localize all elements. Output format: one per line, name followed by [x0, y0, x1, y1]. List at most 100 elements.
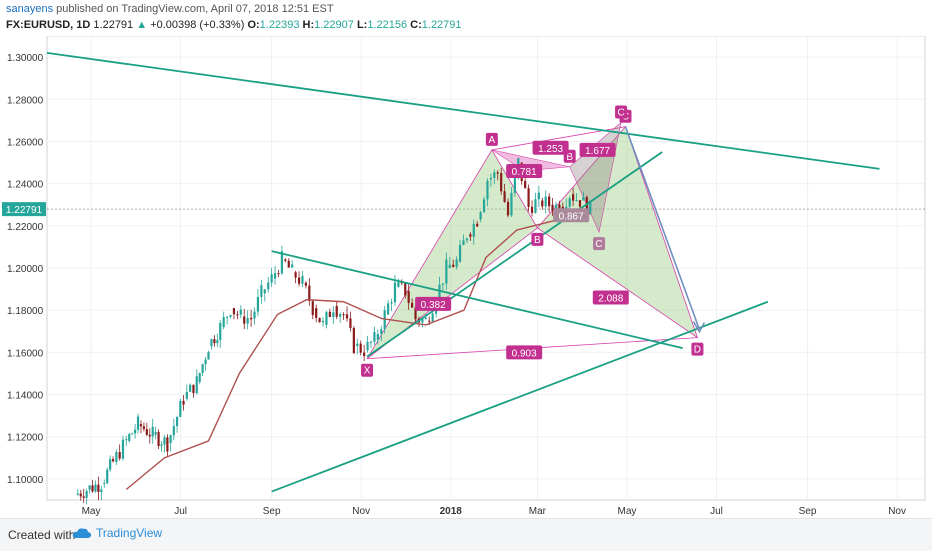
- candle-body: [472, 223, 475, 237]
- ratio-badge: [532, 140, 569, 155]
- candle-body: [476, 223, 479, 227]
- candle-body: [311, 301, 314, 316]
- candle-body: [82, 496, 85, 498]
- candle-body: [458, 244, 462, 262]
- candle-body: [575, 200, 578, 202]
- y-tick-label: 1.10000: [7, 475, 44, 486]
- candle-body: [469, 234, 472, 237]
- candle-body: [287, 260, 290, 268]
- candle-body: [118, 452, 121, 459]
- candle-body: [390, 302, 393, 304]
- candle-body: [387, 303, 390, 315]
- candle-body: [328, 311, 331, 317]
- candle-body: [332, 312, 335, 317]
- y-tick-label: 1.20000: [7, 264, 44, 275]
- candle-body: [229, 315, 232, 317]
- candle-body: [339, 314, 342, 317]
- candle-body: [414, 307, 417, 320]
- arrow-head: [692, 321, 706, 334]
- candle-body: [424, 318, 427, 320]
- published-text: published on TradingView.com, April 07, …: [53, 3, 334, 15]
- x-tick-label: Jul: [710, 506, 723, 517]
- candle-body: [486, 180, 489, 200]
- point-label-a-badge: [485, 132, 498, 146]
- candle-body: [308, 285, 311, 302]
- last-price-label: 1.22791: [6, 205, 43, 216]
- candle-body: [160, 444, 163, 447]
- candle-body: [253, 311, 256, 319]
- candle-body: [301, 275, 304, 284]
- ratio-badge: [592, 290, 629, 305]
- close-value: 1.22791: [421, 19, 462, 31]
- candle-body: [207, 352, 210, 360]
- point-label-d: D: [694, 345, 701, 356]
- y-tick-label: 1.12000: [7, 433, 44, 444]
- candle-body: [404, 283, 407, 296]
- x-tick-label: Sep: [263, 506, 281, 517]
- candle-body: [88, 485, 91, 490]
- price-chart[interactable]: 1.30000 1.28000 1.26000 1.24000 1.22000 1.200…: [0, 36, 932, 518]
- created-with-text: Created with: [8, 528, 76, 542]
- candle-body: [216, 340, 219, 344]
- candle-body: [565, 206, 568, 210]
- candle-body: [232, 308, 236, 315]
- last-price: 1.22791: [93, 19, 134, 31]
- candle-body: [352, 327, 355, 354]
- x-tick-label: Nov: [888, 506, 906, 517]
- ratio-label: 1.253: [538, 144, 563, 155]
- candle-body: [131, 433, 134, 435]
- candle-body: [243, 316, 246, 324]
- candle-body: [263, 289, 266, 294]
- ohlc-line: FX:EURUSD, 1D 1.22791 ▲ +0.00398 (+0.33%…: [6, 19, 462, 31]
- point-label-a: A: [489, 135, 496, 146]
- candle-body: [349, 318, 352, 328]
- author-link[interactable]: sanayens: [6, 3, 54, 15]
- candle-body: [568, 198, 571, 207]
- candle-body: [148, 434, 151, 437]
- candle-body: [407, 291, 410, 303]
- inner-label-c: C: [595, 239, 602, 250]
- projection-arrow: [624, 126, 701, 330]
- candle-body: [345, 314, 349, 319]
- candle-body: [363, 352, 366, 357]
- candle-body: [94, 484, 97, 492]
- candle-body: [373, 331, 376, 342]
- candle-body: [175, 417, 179, 427]
- candle-body: [548, 196, 551, 207]
- candle-body: [410, 302, 414, 308]
- tradingview-logo[interactable]: TradingView: [72, 526, 162, 540]
- candle-body: [192, 384, 195, 394]
- candle-body: [421, 318, 424, 323]
- candle-body: [578, 200, 582, 207]
- open-label: O:: [247, 19, 260, 31]
- y-tick-label: 1.26000: [7, 137, 44, 148]
- ratio-label: 0.903: [512, 348, 537, 359]
- candle-body: [325, 311, 328, 325]
- candle-body: [249, 317, 253, 320]
- candle-body: [277, 273, 280, 275]
- candle-body: [128, 434, 131, 441]
- candle-body: [397, 282, 400, 287]
- inner-pattern-1: [491, 149, 570, 172]
- x-tick-label: 2018: [440, 506, 463, 517]
- point-label-d-badge: [691, 342, 704, 356]
- candle-body: [510, 192, 513, 216]
- candle-body: [125, 439, 128, 441]
- open-value: 1.22393: [259, 19, 300, 31]
- candle-body: [582, 197, 585, 201]
- candle-body: [554, 204, 558, 211]
- candle-body: [189, 384, 192, 392]
- candle-body: [256, 296, 260, 312]
- candle-body: [462, 240, 465, 245]
- candle-body: [273, 273, 277, 279]
- candle-body: [136, 416, 140, 430]
- candle-body: [260, 285, 263, 297]
- candle-body: [294, 272, 297, 278]
- candle-body: [169, 435, 172, 444]
- candle-body: [572, 194, 575, 201]
- candle-body: [479, 212, 482, 220]
- y-tick-label: 1.24000: [7, 180, 44, 191]
- candle-body: [76, 493, 79, 495]
- x-tick-label: Nov: [352, 506, 370, 517]
- candle-body: [428, 320, 431, 322]
